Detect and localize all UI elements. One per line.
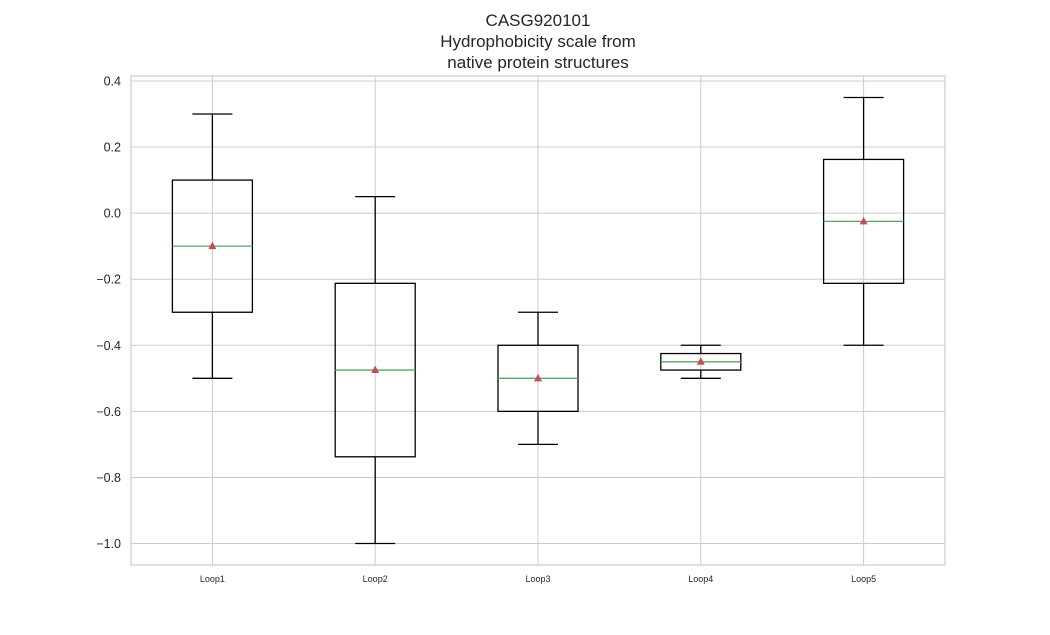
x-tick-label: Loop3 <box>525 574 550 584</box>
box-loop1 <box>171 113 254 379</box>
x-tick-label: Loop5 <box>851 574 876 584</box>
box-loop5 <box>822 96 905 346</box>
x-tick-label: Loop4 <box>688 574 713 584</box>
chart-title-line-2: Hydrophobicity scale from <box>440 32 636 51</box>
boxes <box>171 96 905 545</box>
chart-title-line-3: native protein structures <box>447 53 628 72</box>
box-loop2 <box>334 195 416 545</box>
y-tick-label: −0.4 <box>96 339 121 353</box>
box-loop3 <box>497 311 579 446</box>
chart-title: CASG920101 Hydrophobicity scale from nat… <box>440 11 636 72</box>
y-tick-label: 0.4 <box>104 74 121 88</box>
mean-marker <box>371 365 380 374</box>
x-tick-labels: Loop1 Loop2 Loop3 Loop4 Loop5 <box>200 574 876 584</box>
x-tick-label: Loop2 <box>363 574 388 584</box>
y-tick-label: −0.6 <box>96 405 121 419</box>
mean-marker <box>208 241 217 250</box>
chart-title-line-1: CASG920101 <box>486 11 591 30</box>
y-tick-label: −0.8 <box>96 471 121 485</box>
y-tick-label: 0.2 <box>104 141 121 155</box>
y-tick-label: 0.0 <box>104 207 121 221</box>
mean-marker <box>534 373 542 382</box>
box-loop4 <box>660 344 742 379</box>
plot-area-frame <box>130 75 946 566</box>
mean-marker <box>859 216 868 225</box>
y-tick-label: −0.2 <box>96 273 121 287</box>
x-tick-label: Loop1 <box>200 574 225 584</box>
y-tick-labels: 0.4 0.2 0.0 −0.2 −0.4 −0.6 −0.8 −1.0 <box>96 74 121 551</box>
y-tick-label: −1.0 <box>96 537 121 551</box>
mean-marker <box>696 357 705 365</box>
